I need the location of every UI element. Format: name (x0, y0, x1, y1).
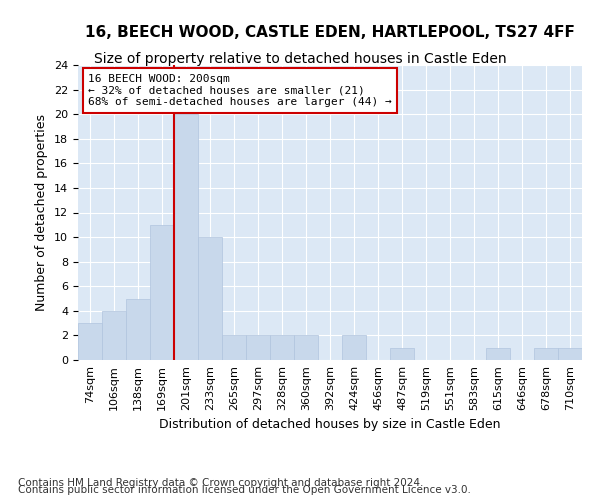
Bar (126, 298, 150, 360)
Bar (198, 237, 222, 360)
Bar (342, 336, 366, 360)
Title: 16, BEECH WOOD, CASTLE EDEN, HARTLEPOOL, TS27 4FF: 16, BEECH WOOD, CASTLE EDEN, HARTLEPOOL,… (85, 25, 575, 40)
Y-axis label: Number of detached properties: Number of detached properties (35, 114, 49, 311)
Bar (102, 311, 126, 360)
Text: Contains public sector information licensed under the Open Government Licence v3: Contains public sector information licen… (18, 485, 471, 495)
Bar (150, 225, 174, 360)
Bar (246, 336, 270, 360)
Bar (222, 336, 246, 360)
Bar (174, 114, 198, 360)
Text: 16 BEECH WOOD: 200sqm
← 32% of detached houses are smaller (21)
68% of semi-deta: 16 BEECH WOOD: 200sqm ← 32% of detached … (88, 74, 392, 107)
Bar (270, 336, 294, 360)
Text: Contains HM Land Registry data © Crown copyright and database right 2024.: Contains HM Land Registry data © Crown c… (18, 478, 424, 488)
Bar (558, 348, 582, 360)
Bar (534, 348, 558, 360)
Bar (486, 348, 510, 360)
X-axis label: Distribution of detached houses by size in Castle Eden: Distribution of detached houses by size … (159, 418, 501, 432)
Text: Size of property relative to detached houses in Castle Eden: Size of property relative to detached ho… (94, 52, 506, 66)
Bar (294, 336, 318, 360)
Bar (78, 323, 102, 360)
Bar (390, 348, 414, 360)
